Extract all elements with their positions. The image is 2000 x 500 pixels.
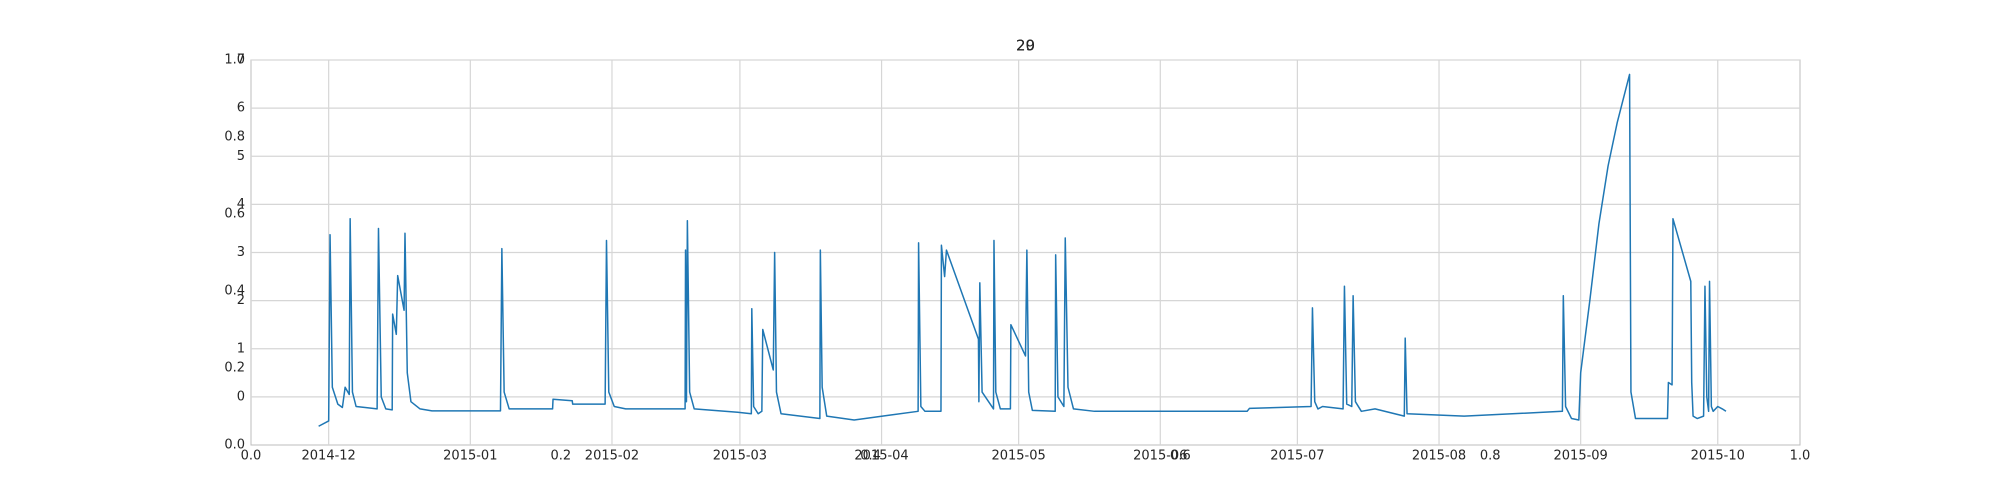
x-tick-label: 2015-06 [1133,449,1187,464]
x-tick-label: 2015-09 [1554,449,1608,464]
x-tick-label: 1.0 [1790,449,1811,464]
x-tick-label: 2015-04 [854,449,908,464]
y-tick-label: 0.2 [224,361,245,376]
y-tick-label: 2 [237,293,245,308]
x-tick-label: 0.4 [860,449,881,464]
x-tick-label: 2015-08 [1412,449,1466,464]
y-tick-label: 1.0 [224,53,245,68]
x-tick-label: 2015-02 [585,449,639,464]
y-tick-label: 0.8 [224,130,245,145]
x-tick-label: 2015-01 [443,449,497,464]
data-line [318,73,1727,427]
y-tick-label: 5 [237,149,245,164]
x-tick-label: 0.0 [241,449,262,464]
y-tick-label: 6 [237,101,245,116]
x-tick-label: 2015-07 [1270,449,1324,464]
x-tick-label: 0.2 [550,449,571,464]
chart-title: 20 [1016,37,1035,55]
chart-title: 29 [1016,37,1035,55]
y-tick-label: 3 [237,245,245,260]
x-tick-label: 0.6 [1170,449,1191,464]
x-tick-label: 2015-05 [991,449,1045,464]
x-tick-label: 2015-10 [1691,449,1745,464]
x-tick-label: 2014-12 [302,449,356,464]
x-tick-label: 2015-03 [713,449,767,464]
y-tick-label: 4 [237,197,245,212]
y-tick-label: 0.0 [224,438,245,453]
y-tick-label: 7 [237,53,245,68]
y-tick-label: 0.4 [224,284,245,299]
y-tick-label: 0.6 [224,207,245,222]
y-tick-label: 1 [237,341,245,356]
x-tick-label: 0.8 [1480,449,1501,464]
y-tick-label: 0 [237,389,245,404]
